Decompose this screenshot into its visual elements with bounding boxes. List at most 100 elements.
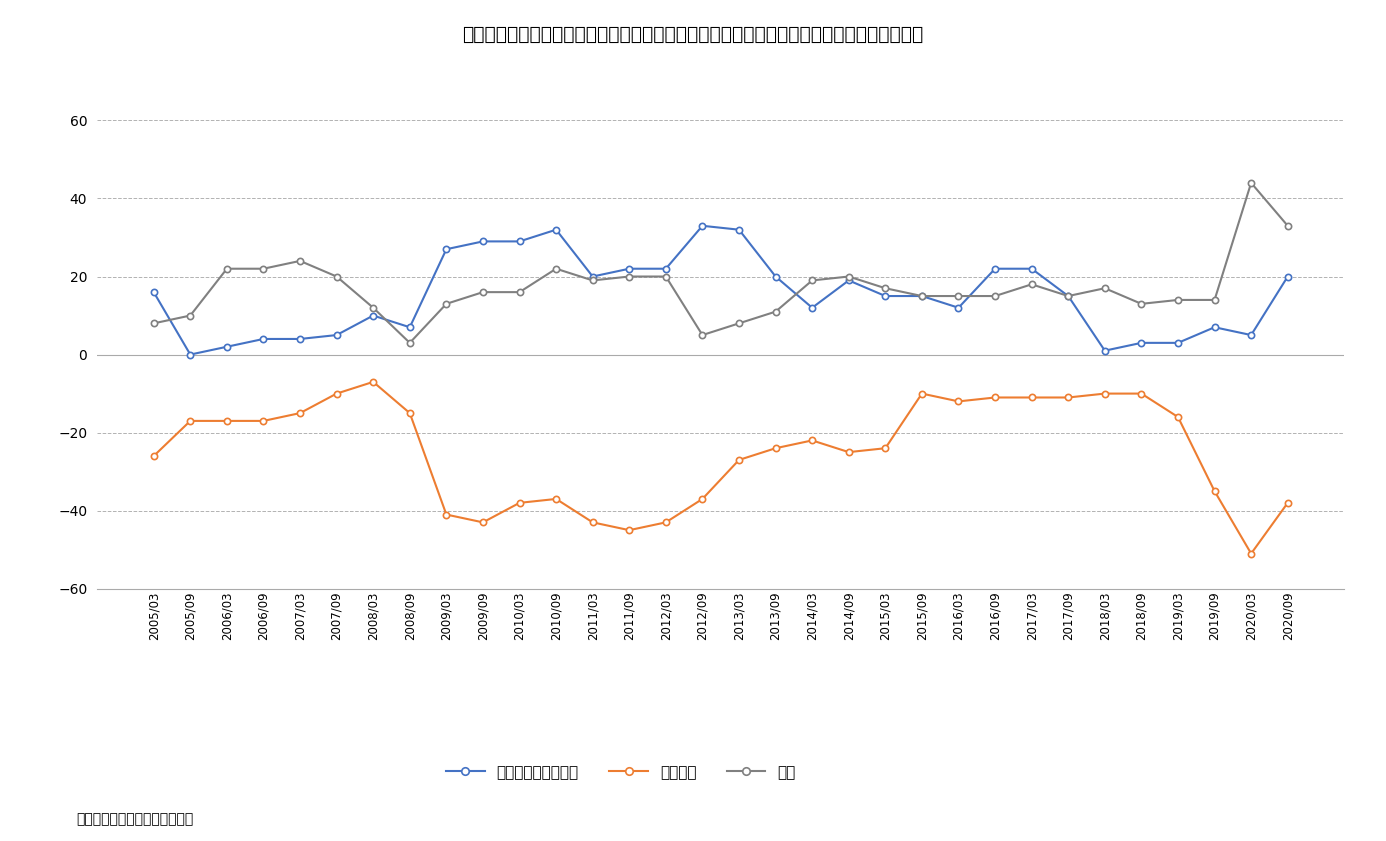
一般政府	[1096, 389, 1113, 399]
家計	[1023, 279, 1040, 289]
民間非金融法人企業	[1134, 338, 1150, 348]
家計	[730, 318, 747, 328]
家計	[804, 275, 821, 285]
一般政府	[840, 447, 857, 458]
民間非金融法人企業	[621, 264, 638, 274]
民間非金融法人企業	[438, 244, 455, 254]
民間非金融法人企業	[1206, 322, 1222, 332]
民間非金融法人企業	[219, 341, 236, 352]
一般政府	[511, 498, 528, 508]
家計	[621, 272, 638, 282]
一般政府	[768, 443, 784, 453]
家計	[694, 330, 711, 340]
家計	[1279, 220, 1296, 230]
一般政府	[1243, 548, 1260, 558]
民間非金融法人企業	[291, 334, 308, 344]
民間非金融法人企業	[1279, 272, 1296, 282]
家計	[219, 264, 236, 274]
家計	[1096, 283, 1113, 294]
一般政府	[804, 436, 821, 446]
民間非金融法人企業	[182, 350, 198, 360]
一般政府	[402, 408, 419, 418]
一般政府	[1060, 393, 1077, 403]
民間非金融法人企業	[694, 220, 711, 230]
家計	[877, 283, 894, 294]
家計	[1170, 295, 1186, 305]
一般政府	[877, 443, 894, 453]
一般政府	[730, 455, 747, 465]
一般政府	[913, 389, 930, 399]
民間非金融法人企業	[146, 287, 162, 297]
民間非金融法人企業	[1060, 291, 1077, 301]
家計	[255, 264, 272, 274]
家計	[402, 338, 419, 348]
一般政府	[438, 510, 455, 520]
一般政府	[1170, 412, 1186, 422]
民間非金融法人企業	[511, 236, 528, 246]
民間非金融法人企業	[840, 275, 857, 285]
民間非金融法人企業	[657, 264, 674, 274]
一般政府	[365, 377, 381, 387]
一般政府	[255, 415, 272, 426]
家計	[182, 310, 198, 320]
家計	[913, 291, 930, 301]
民間非金融法人企業	[474, 236, 491, 246]
家計	[146, 318, 162, 328]
家計	[1206, 295, 1222, 305]
一般政府	[987, 393, 1003, 403]
民間非金融法人企業	[1243, 330, 1260, 340]
家計	[474, 287, 491, 297]
民間非金融法人企業	[328, 330, 345, 340]
一般政府	[547, 494, 564, 504]
民間非金融法人企業	[730, 225, 747, 235]
Line: 民間非金融法人企業: 民間非金融法人企業	[151, 223, 1290, 357]
一般政府	[657, 517, 674, 527]
民間非金融法人企業	[804, 303, 821, 313]
家計	[511, 287, 528, 297]
民間非金融法人企業	[768, 272, 784, 282]
家計	[768, 307, 784, 317]
家計	[585, 275, 602, 285]
一般政府	[951, 396, 967, 406]
一般政府	[1279, 498, 1296, 508]
一般政府	[621, 525, 638, 535]
民間非金融法人企業	[1170, 338, 1186, 348]
民間非金融法人企業	[1023, 264, 1040, 274]
家計	[438, 299, 455, 309]
民間非金融法人企業	[987, 264, 1003, 274]
一般政府	[182, 415, 198, 426]
一般政府	[146, 451, 162, 461]
民間非金融法人企業	[585, 272, 602, 282]
家計	[840, 272, 857, 282]
家計	[987, 291, 1003, 301]
民間非金融法人企業	[255, 334, 272, 344]
民間非金融法人企業	[547, 225, 564, 235]
一般政府	[328, 389, 345, 399]
民間非金融法人企業	[951, 303, 967, 313]
民間非金融法人企業	[877, 291, 894, 301]
家計	[1060, 291, 1077, 301]
一般政府	[1206, 486, 1222, 496]
家計	[951, 291, 967, 301]
家計	[657, 272, 674, 282]
家計	[365, 303, 381, 313]
Legend: 民間非金融法人企業, 一般政府, 家計: 民間非金融法人企業, 一般政府, 家計	[441, 759, 801, 786]
民間非金融法人企業	[913, 291, 930, 301]
一般政府	[219, 415, 236, 426]
民間非金融法人企業	[1096, 346, 1113, 356]
民間非金融法人企業	[365, 310, 381, 320]
一般政府	[1023, 393, 1040, 403]
Line: 一般政府: 一般政府	[151, 378, 1290, 557]
一般政府	[694, 494, 711, 504]
一般政府	[1134, 389, 1150, 399]
一般政府	[291, 408, 308, 418]
家計	[1134, 299, 1150, 309]
Line: 家計: 家計	[151, 180, 1290, 346]
家計	[291, 256, 308, 266]
家計	[328, 272, 345, 282]
Text: 図表４：民間非金融法人企業・一般政府・家計の資金過不足の状況（４四半期累計、兆円）: 図表４：民間非金融法人企業・一般政府・家計の資金過不足の状況（４四半期累計、兆円…	[463, 25, 923, 45]
Text: （日本銀行のデータから作成）: （日本銀行のデータから作成）	[76, 812, 194, 826]
家計	[547, 264, 564, 274]
一般政府	[474, 517, 491, 527]
一般政府	[585, 517, 602, 527]
